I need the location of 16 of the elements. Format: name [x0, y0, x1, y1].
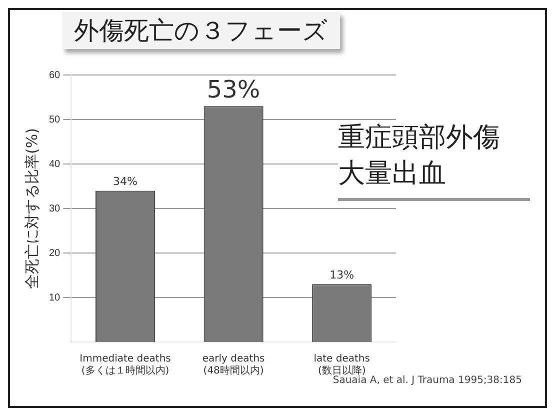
y-tick-label: 40	[49, 158, 61, 170]
data-label: 13%	[330, 268, 354, 282]
x-tick-label: early deaths (48時間以内)	[202, 354, 265, 377]
annotation: 重症頭部外傷	[338, 121, 500, 155]
annotation: 大量出血	[338, 157, 447, 191]
data-label: 34%	[113, 175, 138, 188]
data-label: 53%	[206, 75, 260, 104]
y-tick-label: 10	[49, 292, 61, 304]
y-axis-title: 全死亡に対する比率(%)	[22, 128, 41, 289]
y-tick-label: 60	[49, 70, 61, 81]
x-tick-label: Immediate deaths (多くは１時間以内)	[80, 354, 171, 377]
chart-title: 外傷死亡の３フェーズ	[62, 12, 340, 49]
y-tick-label: 50	[49, 114, 61, 126]
y-tick-label: 30	[49, 203, 61, 214]
y-tick-label: 20	[49, 248, 61, 259]
text: Sauaia A, et al. J Trauma 1995;38:185	[332, 375, 522, 386]
